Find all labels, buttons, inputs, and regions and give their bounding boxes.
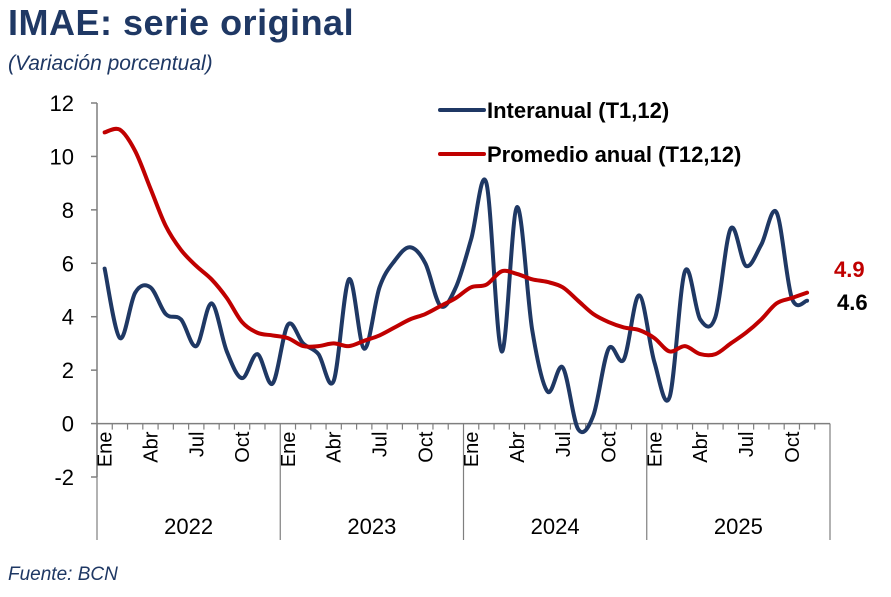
y-tick-label: 10	[50, 144, 74, 169]
y-tick-label: 4	[62, 305, 74, 330]
x-month-label: Oct	[415, 431, 437, 463]
x-month-label: Jul	[553, 432, 575, 458]
legend-label-promedio: Promedio anual (T12,12)	[487, 142, 741, 167]
x-month-label: Oct	[232, 431, 254, 463]
x-month-label: Abr	[324, 431, 346, 462]
x-month-label: Ene	[278, 432, 300, 468]
y-tick-label: 2	[62, 358, 74, 383]
legend-label-interanual: Interanual (T1,12)	[487, 98, 669, 123]
x-month-label: Abr	[140, 431, 162, 462]
source-note: Fuente: BCN	[8, 564, 118, 585]
end-label-interanual: 4.6	[837, 290, 868, 315]
x-month-label: Jul	[186, 432, 208, 458]
x-month-label: Ene	[95, 432, 117, 468]
y-tick-label: 8	[62, 198, 74, 223]
page-title: IMAE: serie original	[8, 2, 355, 43]
x-month-label: Oct	[782, 431, 804, 463]
page-subtitle: (Variación porcentual)	[8, 52, 213, 75]
series-line-interanual	[102, 177, 810, 435]
legend: Interanual (T1,12) Promedio anual (T12,1…	[438, 98, 741, 167]
x-month-label: Oct	[599, 431, 621, 463]
x-axis: Ene Abr Jul Oct 2022 Ene Abr Jul Oct 2023 Ene Abr Ju…	[95, 422, 831, 540]
y-axis: -2 0 2 4 6 8 10 12	[50, 91, 98, 490]
x-month-label: Jul	[370, 432, 392, 458]
series-line-promedio	[102, 126, 810, 358]
x-year-label: 2024	[531, 514, 580, 539]
y-tick-label: 0	[62, 412, 74, 437]
x-month-label: Ene	[461, 432, 483, 468]
x-year-label: 2025	[714, 514, 763, 539]
x-month-label: Abr	[507, 431, 529, 462]
y-tick-label: -2	[54, 465, 74, 490]
end-label-promedio: 4.9	[834, 257, 865, 282]
x-year-label: 2022	[164, 514, 213, 539]
x-month-label: Jul	[736, 432, 758, 458]
y-tick-label: 6	[62, 251, 74, 276]
x-month-label: Ene	[644, 432, 666, 468]
x-month-label: Abr	[690, 431, 712, 462]
series-layer	[102, 126, 810, 435]
y-tick-label: 12	[50, 91, 74, 116]
x-year-label: 2023	[347, 514, 396, 539]
